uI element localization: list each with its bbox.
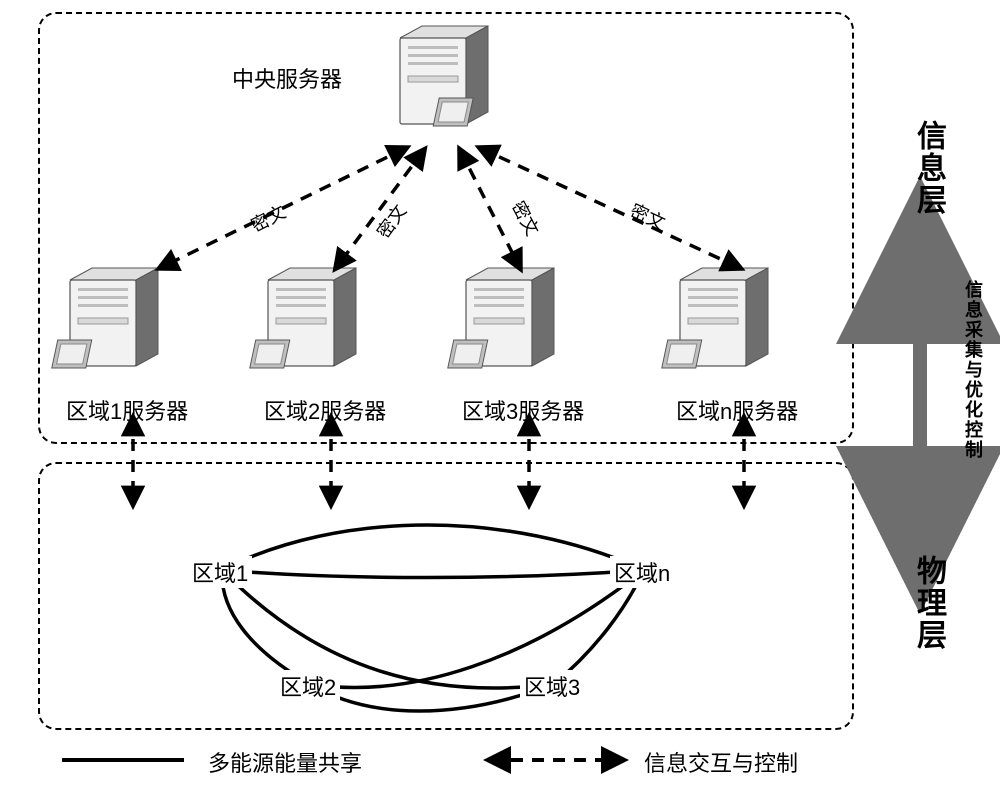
phys-node-rn: 区域n bbox=[610, 556, 674, 588]
legend-dash-label: 信息交互与控制 bbox=[644, 746, 798, 778]
region-server-label-1: 区域1服务器 bbox=[66, 394, 188, 426]
legend-solid-label: 多能源能量共享 bbox=[208, 746, 362, 778]
architecture-diagram: 中央服务器区域1服务器区域2服务器区域3服务器区域n服务器密文密文密文密文区域1… bbox=[0, 0, 1000, 805]
side-caption: 信息采集与优化控制 bbox=[960, 280, 986, 460]
phys-node-r1: 区域1 bbox=[188, 556, 252, 588]
info-layer-heading: 信息层 bbox=[906, 120, 950, 216]
region-server-label-4: 区域n服务器 bbox=[676, 394, 798, 426]
physical-layer-heading: 物理层 bbox=[906, 555, 950, 651]
phys-node-r3: 区域3 bbox=[520, 670, 584, 702]
physical-layer-box bbox=[38, 462, 854, 730]
region-server-label-3: 区域3服务器 bbox=[462, 394, 584, 426]
region-server-label-2: 区域2服务器 bbox=[264, 394, 386, 426]
central-server-label: 中央服务器 bbox=[232, 62, 342, 94]
phys-node-r2: 区域2 bbox=[276, 670, 340, 702]
info-layer-box bbox=[38, 12, 854, 444]
